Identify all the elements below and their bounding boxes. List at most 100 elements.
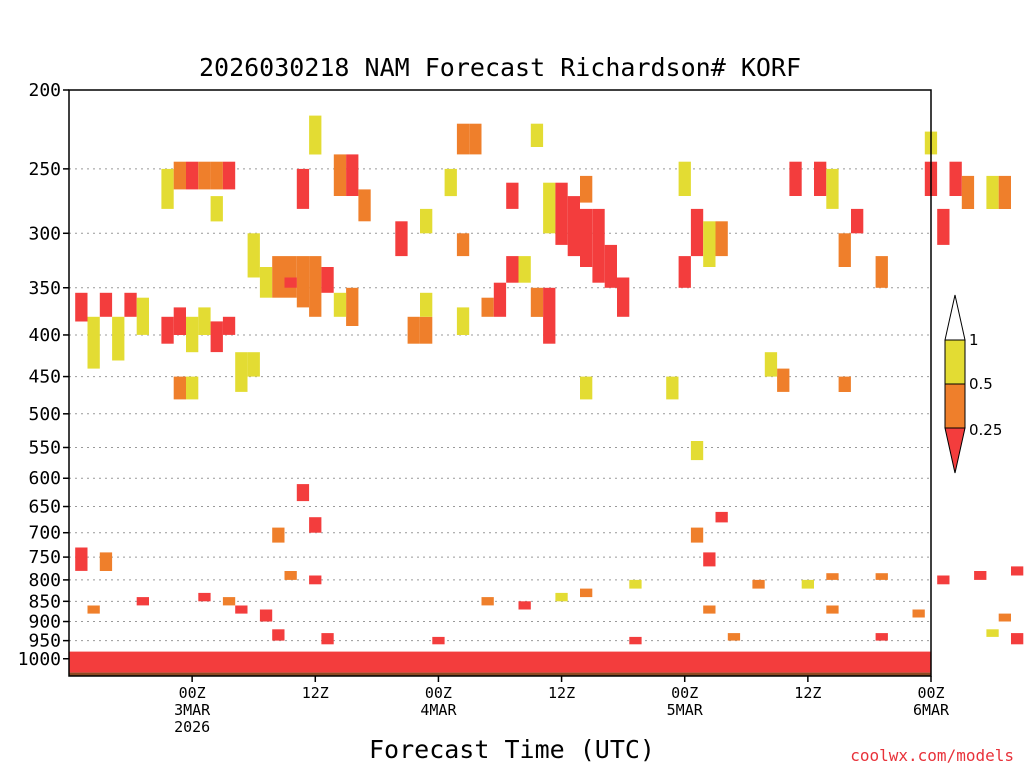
ri-cell [838, 233, 851, 267]
ri-cell [592, 208, 605, 283]
legend-cap-low [944, 427, 966, 474]
y-axis: 200 250 300 350 400 450 500 550 600 650 700 7508008… [18, 80, 69, 670]
ri-cell [296, 256, 310, 308]
ri-cell [580, 376, 593, 400]
ri-cell [173, 161, 186, 190]
credit-text: coolwx.com/models [850, 746, 1014, 765]
ri-cell [444, 168, 457, 197]
ri-cell [604, 244, 617, 288]
ri-cell [530, 123, 544, 147]
x-tick-label: 12Z [548, 684, 575, 702]
ri-cell [703, 552, 716, 567]
ri-cell [136, 597, 149, 606]
ri-cell [222, 316, 236, 335]
x-tick-label: 00Z [179, 684, 206, 702]
ri-cell [432, 636, 445, 645]
ri-cell [309, 256, 322, 317]
ri-cell [333, 292, 347, 317]
ri-cell [420, 316, 433, 344]
ri-cell [420, 292, 433, 317]
ri-cell [161, 168, 174, 209]
ri-cell [666, 376, 679, 400]
ground-layer [69, 672, 931, 676]
ri-cell [321, 633, 334, 645]
ri-cell [222, 597, 236, 606]
ri-cell [456, 233, 470, 257]
ri-cell [949, 161, 962, 196]
ri-cell [247, 352, 260, 377]
ri-cell [259, 267, 273, 298]
ri-cell [321, 267, 334, 293]
ri-cell [296, 168, 310, 209]
ri-cell [690, 441, 704, 461]
x-tick-label: 12Z [794, 684, 821, 702]
y-tick-label: 900 [28, 612, 61, 633]
ri-cell [961, 175, 975, 209]
ri-cell [715, 221, 728, 257]
ri-cell [789, 161, 802, 196]
ri-cell [87, 316, 100, 369]
ri-cell [826, 573, 839, 580]
data-cells [75, 115, 1024, 645]
ri-cell [456, 307, 470, 335]
ri-cell [420, 208, 433, 234]
x-tick-label: 4MAR [420, 701, 457, 719]
ri-cell [358, 189, 371, 222]
ri-cell [703, 605, 716, 614]
ri-cell [580, 208, 593, 267]
y-tick-label: 250 [28, 159, 61, 180]
ri-cell [112, 316, 125, 361]
ri-cell [764, 352, 778, 377]
ri-cell [247, 233, 260, 278]
ri-cell [998, 175, 1011, 209]
ri-cell [198, 307, 211, 335]
ri-cell [518, 256, 531, 283]
ri-cell [186, 316, 199, 353]
ri-cell [272, 256, 285, 298]
ri-cell [826, 605, 839, 614]
ri-cell [284, 277, 297, 288]
ri-cell [580, 588, 593, 598]
ri-cell [777, 368, 790, 392]
ri-cell [272, 527, 285, 543]
ri-cell [75, 547, 88, 571]
ri-cell [469, 123, 482, 155]
surface-band [69, 651, 931, 676]
ri-cell [617, 277, 630, 317]
ri-cell [629, 579, 642, 589]
ri-cell [309, 115, 322, 155]
ri-cell [210, 321, 223, 353]
chart-title: 2026030218 NAM Forecast Richardson# KORF [199, 53, 801, 82]
ri-cell [235, 605, 248, 614]
ri-cell [912, 609, 925, 618]
legend-label-1: 1 [969, 331, 979, 349]
ri-cell [346, 154, 359, 196]
ri-cell [851, 208, 864, 234]
ri-cell [518, 601, 531, 610]
ri-cell [986, 175, 999, 209]
ri-cell [506, 182, 519, 209]
ri-cell [284, 571, 297, 580]
legend-cap-high [944, 294, 966, 341]
ri-cell [346, 287, 359, 326]
y-tick-label: 650 [28, 497, 61, 518]
ri-cell [284, 256, 297, 298]
ri-cell [186, 376, 199, 400]
ri-cell [580, 175, 593, 203]
ri-cell [937, 208, 950, 245]
legend-swatch-mid [944, 383, 966, 429]
ri-cell [974, 571, 987, 580]
x-tick-label: 12Z [302, 684, 329, 702]
ri-cell [998, 613, 1011, 622]
x-tick-label: 6MAR [913, 701, 950, 719]
y-tick-label: 400 [28, 325, 61, 346]
y-tick-label: 300 [28, 223, 61, 244]
ri-cell [456, 123, 470, 155]
ri-cell [407, 316, 420, 344]
ri-cell [235, 352, 248, 392]
ri-cell [555, 182, 568, 245]
ri-cell [555, 592, 568, 602]
ri-cell [87, 605, 100, 614]
